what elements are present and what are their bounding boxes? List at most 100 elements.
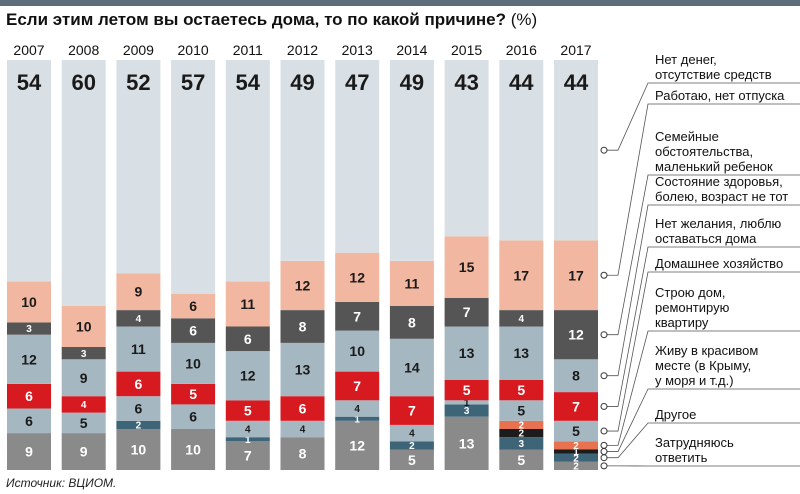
data-label-2010-4: 6 xyxy=(189,409,197,425)
bar-segment-2014-8 xyxy=(389,260,434,306)
bar-segment-2007-7 xyxy=(7,322,51,335)
legend-dot-1 xyxy=(600,454,608,462)
bar-segment-2015-0 xyxy=(444,416,489,470)
bar-segment-2015-8 xyxy=(444,236,489,298)
bar-segment-2012-7 xyxy=(280,310,325,343)
bar-segment-2016-0 xyxy=(499,449,544,470)
bar-segment-2017-6 xyxy=(554,359,598,393)
bar-segment-2017-3 xyxy=(554,441,598,450)
bar-segment-2015-1 xyxy=(444,404,489,417)
bar-segment-2016-9 xyxy=(499,60,544,241)
data-label-2012-9: 49 xyxy=(290,70,314,95)
data-label-2010-9: 57 xyxy=(181,70,205,95)
bar-segment-2014-7 xyxy=(389,306,434,339)
data-label-2010-0: 10 xyxy=(185,442,201,458)
data-label-2015-7: 7 xyxy=(463,304,471,320)
legend-dot-4 xyxy=(600,427,608,435)
bar-segment-2008-5 xyxy=(61,396,106,413)
data-label-2013-8: 12 xyxy=(349,269,365,285)
year-label-2012: 2012 xyxy=(287,42,318,58)
data-label-2013-4: 4 xyxy=(354,404,360,415)
data-label-2011-7: 6 xyxy=(244,331,252,347)
data-label-2012-7: 8 xyxy=(299,319,307,335)
data-label-2009-7: 4 xyxy=(136,314,142,325)
data-label-2010-6: 10 xyxy=(185,355,201,371)
data-label-2007-7: 3 xyxy=(26,324,32,335)
data-label-2016-2: 2 xyxy=(519,429,525,440)
bar-segment-2007-5 xyxy=(7,383,51,409)
bar-segment-2010-5 xyxy=(171,383,216,405)
bar-segment-2016-3 xyxy=(499,420,544,429)
data-label-2015-4: 1 xyxy=(464,398,470,409)
bar-segment-2012-9 xyxy=(280,60,325,261)
bar-segment-2012-8 xyxy=(280,260,325,311)
data-label-2013-5: 7 xyxy=(353,378,361,394)
bar-segment-2007-6 xyxy=(7,334,51,384)
year-label-2017: 2017 xyxy=(560,42,591,58)
year-label-2010: 2010 xyxy=(178,42,209,58)
bar-segment-2014-4 xyxy=(389,424,434,442)
bar-segment-2009-9 xyxy=(116,60,161,274)
bar-segment-2013-9 xyxy=(335,60,380,253)
bar-segment-2015-9 xyxy=(444,60,489,237)
bar-segment-2009-1 xyxy=(116,420,161,429)
data-label-2016-3: 2 xyxy=(519,421,525,432)
bar-segment-2008-9 xyxy=(61,60,106,306)
bar-segment-2009-0 xyxy=(116,429,161,470)
data-label-2009-9: 52 xyxy=(126,70,150,95)
year-label-2009: 2009 xyxy=(123,42,154,58)
data-label-2014-6: 14 xyxy=(404,360,420,376)
data-label-2007-4: 6 xyxy=(25,413,33,429)
data-label-2014-8: 11 xyxy=(404,275,419,291)
year-label-2013: 2013 xyxy=(342,42,373,58)
source-note: Источник: ВЦИОМ. xyxy=(6,476,117,490)
data-label-2017-1: 2 xyxy=(573,453,579,464)
data-label-2015-0: 13 xyxy=(459,435,475,451)
data-label-2017-7: 12 xyxy=(568,327,584,343)
bar-segment-2007-8 xyxy=(7,281,51,323)
data-label-2016-4: 5 xyxy=(517,403,525,419)
title-text: Если этим летом вы остаетесь дома, то по… xyxy=(6,10,506,29)
legend-dot-9 xyxy=(600,146,608,154)
data-label-2009-0: 10 xyxy=(131,442,147,458)
data-label-2017-8: 17 xyxy=(568,267,584,283)
data-label-2011-9: 54 xyxy=(236,70,261,95)
data-label-2016-0: 5 xyxy=(517,452,525,468)
bar-segment-2015-4 xyxy=(444,400,489,405)
bar-segment-2011-0 xyxy=(225,441,270,470)
data-label-2012-0: 8 xyxy=(299,446,307,462)
data-label-2011-8: 11 xyxy=(240,296,255,312)
bar-segment-2012-5 xyxy=(280,396,325,421)
bar-segment-2016-5 xyxy=(499,379,544,401)
data-label-2011-4: 4 xyxy=(245,425,251,436)
legend-leader-7 xyxy=(604,174,800,336)
data-label-2007-9: 54 xyxy=(17,70,42,95)
legend-item-0: Затрудняюсь ответить xyxy=(655,435,734,465)
data-label-2016-9: 44 xyxy=(509,70,534,95)
data-label-2008-6: 9 xyxy=(80,370,88,386)
bar-segment-2011-8 xyxy=(225,281,270,327)
data-label-2015-5: 5 xyxy=(463,382,471,398)
legend-leader-9 xyxy=(604,82,800,151)
legend-leader-8 xyxy=(604,103,800,276)
data-label-2016-7: 4 xyxy=(519,314,525,325)
legend-dot-2 xyxy=(600,448,608,456)
data-label-2011-1: 1 xyxy=(245,435,251,446)
data-label-2014-5: 7 xyxy=(408,403,416,419)
legend-dot-6 xyxy=(600,372,608,380)
legend-dot-8 xyxy=(600,271,608,279)
data-label-2007-6: 12 xyxy=(21,351,37,367)
data-label-2014-0: 5 xyxy=(408,452,416,468)
data-label-2016-8: 17 xyxy=(514,267,530,283)
data-label-2008-0: 9 xyxy=(80,444,88,460)
legend-item-4: Домашнее хозяйство xyxy=(655,256,783,271)
data-label-2008-9: 60 xyxy=(71,70,95,95)
bar-segment-2008-7 xyxy=(61,347,106,360)
data-label-2009-8: 9 xyxy=(135,284,143,300)
legend-item-7: Семейные обстоятельства, маленький ребенок xyxy=(655,129,773,174)
data-label-2007-8: 10 xyxy=(21,294,37,310)
data-label-2014-4: 4 xyxy=(409,429,415,440)
bar-segment-2013-5 xyxy=(335,371,380,401)
bar-segment-2010-4 xyxy=(171,404,216,429)
bar-segment-2017-1 xyxy=(554,453,598,462)
